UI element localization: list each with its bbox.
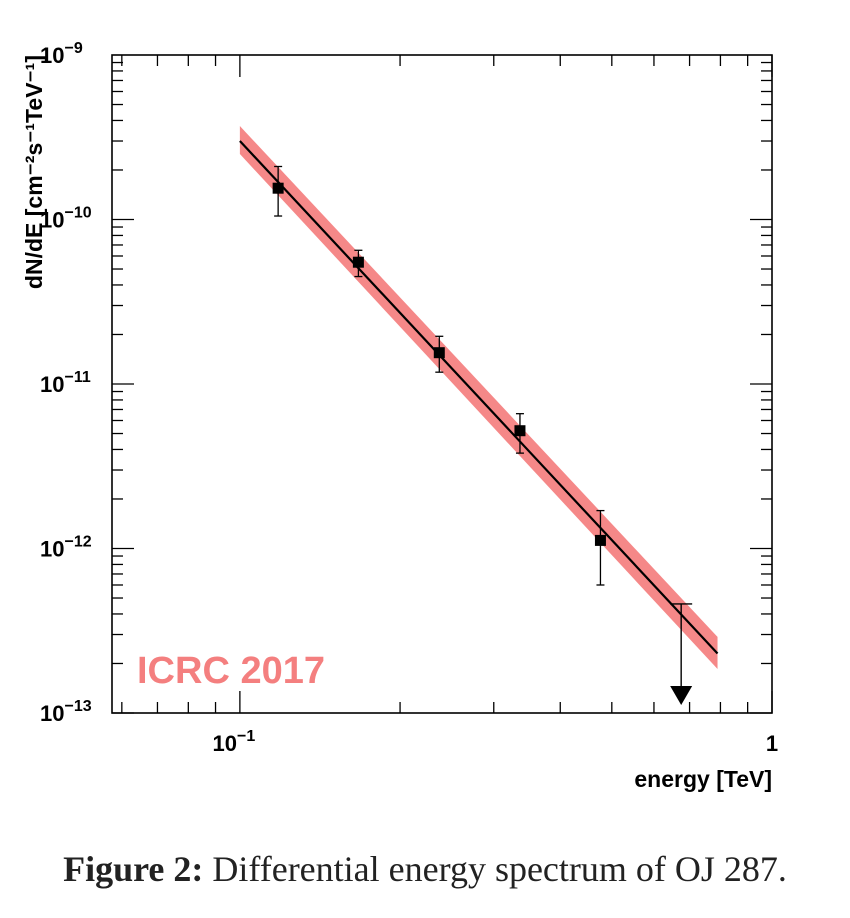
data-point [272,165,284,217]
fit-line-layer [239,140,719,655]
data-marker [514,425,526,437]
data-marker [272,182,284,194]
y-tick-label: 10−11 [40,369,91,397]
data-points-layer [272,165,693,705]
x-tick-label: 1 [766,731,778,756]
upper-limit-arrow [670,686,693,705]
data-marker [352,256,364,268]
data-point [433,335,445,373]
y-axis-title: dN/dE [cm⁻²s⁻¹TeV⁻¹] [21,55,47,289]
y-tick-label: 10−12 [40,534,92,562]
y-tick-label: 10−9 [40,40,83,68]
x-axis-title: energy [TeV] [634,766,772,792]
conference-watermark: ICRC 2017 [137,650,325,692]
data-marker [433,347,445,359]
y-tick-label: 10−10 [40,205,92,233]
figure-caption: Figure 2: Differential energy spectrum o… [0,848,850,890]
fit-line [239,140,719,655]
caption-text: Differential energy spectrum of OJ 287. [212,849,787,889]
axis-ticks [112,55,773,714]
caption-label: Figure 2: [63,849,204,889]
upper-limit [670,603,693,705]
data-point [352,249,364,278]
y-tick-label: 10−13 [40,698,92,726]
data-point [514,413,526,454]
x-tick-label: 10−1 [213,728,256,756]
data-point [594,509,606,586]
data-marker [594,534,606,546]
